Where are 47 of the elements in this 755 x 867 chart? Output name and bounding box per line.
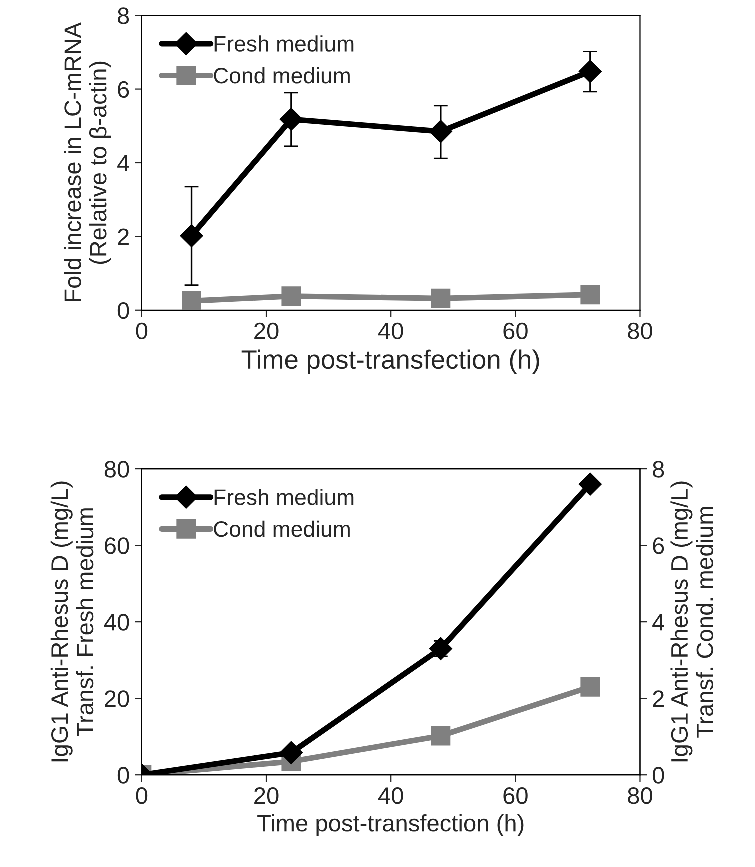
legend-label: Fresh medium: [214, 36, 354, 52]
point: [429, 120, 452, 144]
x-tick-label: 40: [378, 788, 404, 804]
x-tick-label: 40: [378, 322, 404, 340]
y-tick-label: 8: [118, 8, 130, 24]
x-tick-label: 0: [136, 322, 148, 340]
point: [578, 472, 602, 496]
y-tick-label: 4: [118, 155, 130, 172]
legend-label: Cond medium: [214, 67, 350, 84]
point: [431, 726, 451, 746]
point: [580, 677, 600, 697]
point: [282, 286, 302, 306]
point: [578, 60, 602, 84]
x-tick-label: 80: [628, 788, 652, 804]
point: [280, 108, 303, 132]
y-tick-label: 0: [118, 767, 130, 784]
legend-label: Fresh medium: [214, 489, 354, 506]
x-tick-label: 60: [504, 322, 528, 340]
y2-tick-label: 0: [652, 767, 664, 784]
x-tick-label: 80: [628, 322, 652, 340]
point: [429, 637, 452, 660]
point: [431, 288, 451, 308]
x-tick-label: 0: [136, 788, 148, 804]
x-tick-label: 20: [254, 788, 279, 804]
y2-tick-label: 6: [653, 538, 664, 554]
y-tick-label: 0: [118, 302, 130, 320]
y2-tick-label: 2: [653, 690, 664, 708]
y2-tick-label: 8: [653, 461, 664, 478]
point: [180, 224, 204, 248]
y-axis-title: Fold increase in LC-mRNA (Relative to β-actin): [64, 22, 112, 302]
y2-axis-title: IgG1 Anti-Rhesus D (mg/L) Transf. Cond. medium: [670, 482, 714, 762]
y-tick-label: 60: [105, 538, 130, 554]
x-tick-label: 60: [504, 788, 528, 804]
y-tick-label: 6: [118, 81, 130, 98]
point: [280, 741, 303, 764]
x-axis-title: Time post-transfection (h): [258, 814, 524, 836]
point: [580, 285, 600, 305]
y-tick-label: 40: [104, 614, 130, 631]
x-axis-title: Time post-transfection (h): [242, 350, 540, 374]
y-tick-label: 80: [104, 461, 130, 478]
y-axis-title: IgG1 Anti-Rhesus D (mg/L) Transf. Fresh medium: [50, 482, 94, 762]
legend-label: Cond medium: [214, 520, 350, 538]
y2-tick-label: 4: [652, 614, 664, 631]
x-tick-label: 20: [254, 322, 279, 340]
y-tick-label: 2: [118, 228, 129, 246]
y-tick-label: 20: [105, 690, 130, 708]
point: [182, 291, 202, 310]
